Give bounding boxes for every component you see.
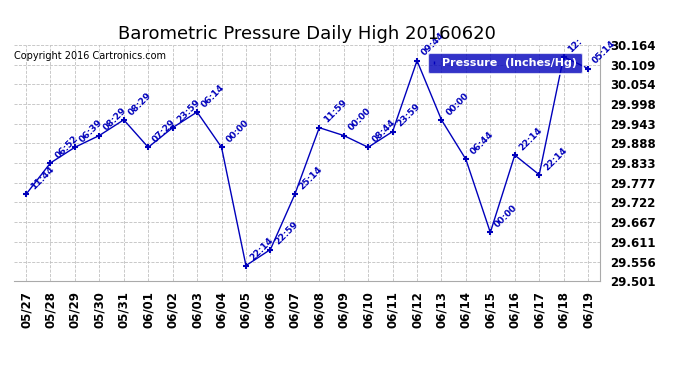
Text: 08:29: 08:29 xyxy=(102,106,129,133)
Text: 06:39: 06:39 xyxy=(78,118,104,144)
Text: 23:59: 23:59 xyxy=(175,98,202,125)
Text: 09:44: 09:44 xyxy=(420,31,446,58)
Text: 00:00: 00:00 xyxy=(444,91,471,117)
Text: 22:59: 22:59 xyxy=(273,220,300,247)
Text: 05:14: 05:14 xyxy=(591,39,618,66)
Text: 08:44: 08:44 xyxy=(371,118,397,144)
Text: 11:44: 11:44 xyxy=(29,165,56,192)
Text: 23:59: 23:59 xyxy=(395,102,422,129)
Text: 00:00: 00:00 xyxy=(224,118,250,144)
Text: 12:: 12: xyxy=(566,36,584,54)
Text: 11:59: 11:59 xyxy=(322,98,348,125)
Text: 07:29: 07:29 xyxy=(151,118,178,144)
Text: 06:44: 06:44 xyxy=(469,130,495,157)
Text: 06:14: 06:14 xyxy=(200,82,226,109)
Text: 00:00: 00:00 xyxy=(493,203,520,229)
Text: 22:14: 22:14 xyxy=(248,236,275,263)
Text: 00:00: 00:00 xyxy=(346,106,373,133)
Text: 22:14: 22:14 xyxy=(518,126,544,152)
Text: Copyright 2016 Cartronics.com: Copyright 2016 Cartronics.com xyxy=(14,51,166,61)
Text: 08:29: 08:29 xyxy=(126,90,153,117)
Legend: Pressure  (Inches/Hg): Pressure (Inches/Hg) xyxy=(428,53,583,74)
Text: 06:52: 06:52 xyxy=(53,134,80,160)
Text: 25:14: 25:14 xyxy=(297,165,324,192)
Title: Barometric Pressure Daily High 20160620: Barometric Pressure Daily High 20160620 xyxy=(118,26,496,44)
Text: 22:14: 22:14 xyxy=(542,145,569,172)
